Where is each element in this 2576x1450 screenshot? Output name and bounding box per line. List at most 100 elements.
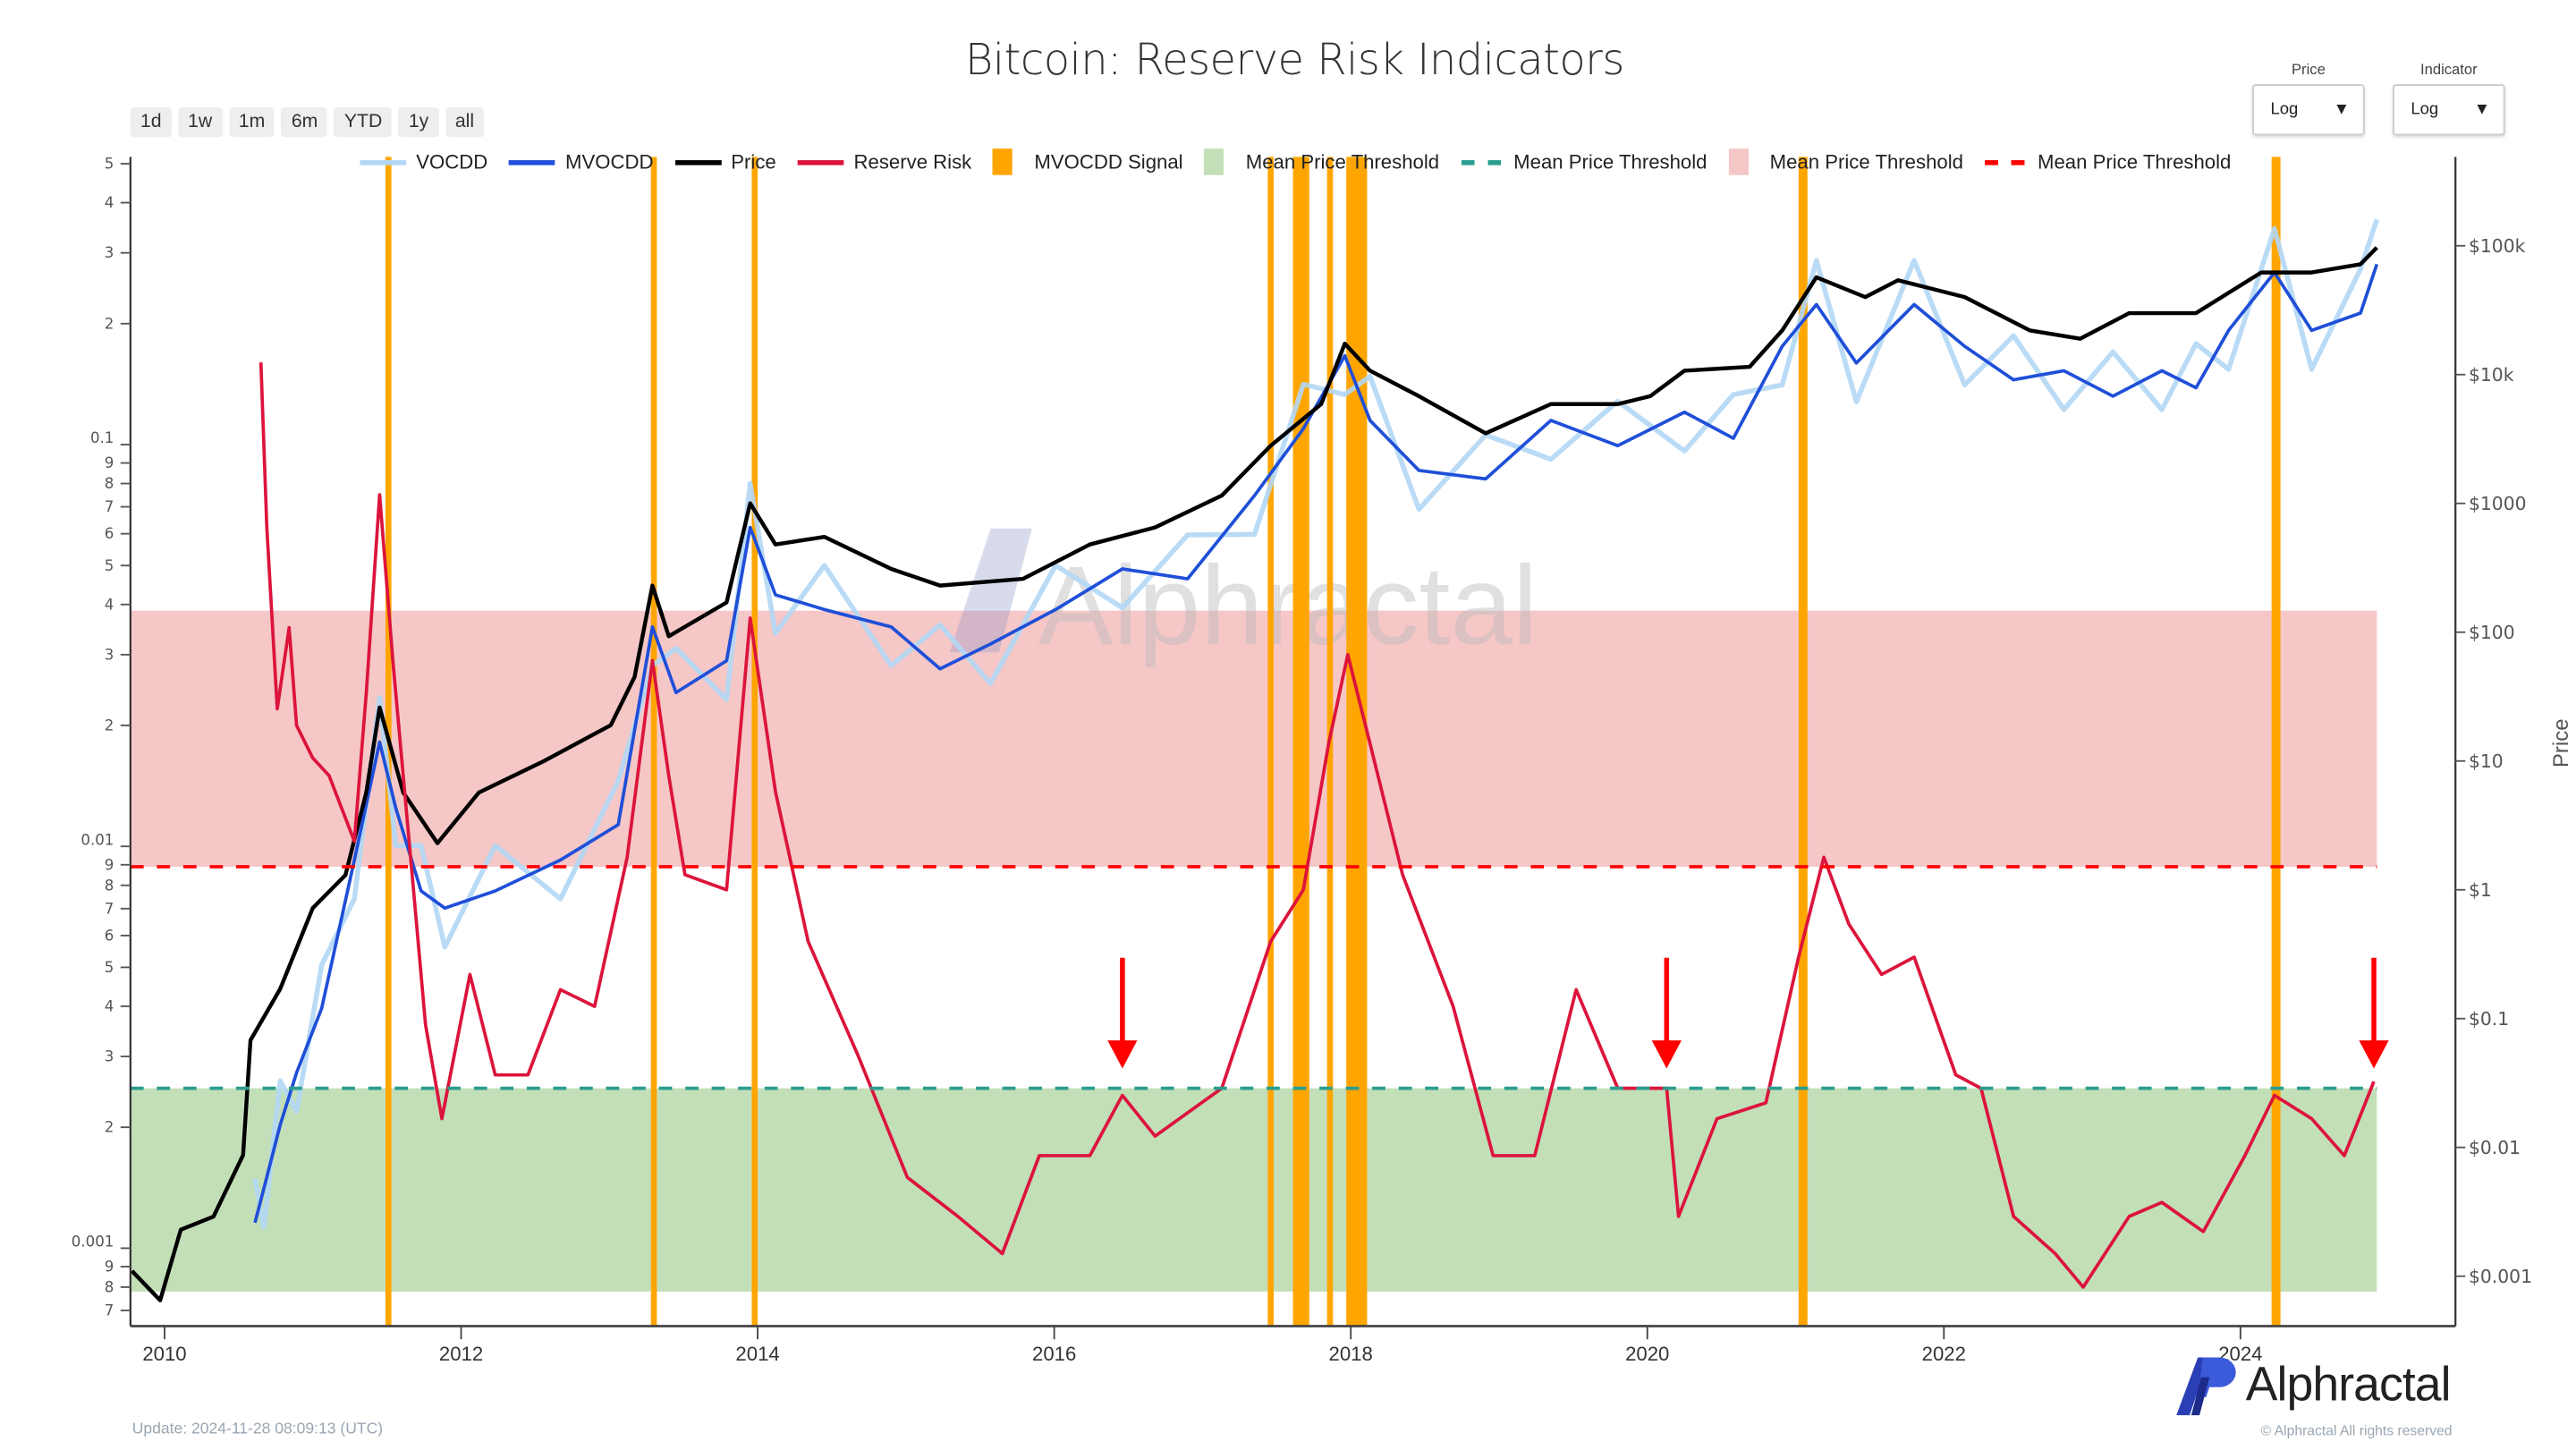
watermark-logo-icon bbox=[949, 528, 1032, 653]
legend-item[interactable]: VOCDD bbox=[360, 150, 487, 174]
legend-line-swatch bbox=[509, 159, 555, 165]
y-right-tick-label: $10k bbox=[2469, 364, 2514, 386]
range-selector: 1d 1w 1m 6m YTD 1y all bbox=[130, 106, 485, 138]
legend-dash-swatch bbox=[1984, 159, 2028, 165]
legend-box-swatch bbox=[1728, 148, 1749, 175]
range-button-ytd[interactable]: YTD bbox=[334, 106, 393, 138]
price-scale-label: Price bbox=[2291, 61, 2326, 78]
price-line bbox=[130, 246, 2378, 1302]
y-left-tick-label: 8 bbox=[105, 475, 114, 492]
range-button-1w[interactable]: 1w bbox=[178, 106, 223, 138]
y-left-tick-label: 2 bbox=[105, 315, 114, 332]
watermark: Alphractal bbox=[1038, 542, 1538, 668]
dropdown-arrow-icon: ▼ bbox=[2333, 100, 2351, 119]
copyright: © Alphractal All rights reserved bbox=[2260, 1421, 2453, 1438]
y-left-tick-label: 5 bbox=[105, 959, 114, 976]
update-timestamp: Update: 2024-11-28 08:09:13 (UTC) bbox=[131, 1420, 384, 1438]
red-threshold-zone bbox=[130, 610, 2377, 867]
y-left-tick-label: 5 bbox=[105, 156, 114, 173]
y-right-tick-label: $100 bbox=[2469, 622, 2515, 643]
legend-item[interactable]: Mean Price Threshold bbox=[1984, 149, 2232, 174]
legend-line-swatch bbox=[797, 159, 844, 165]
y-right-tick-label: $0.01 bbox=[2469, 1137, 2521, 1158]
indicator-scale-label: Indicator bbox=[2419, 61, 2478, 78]
legend-item[interactable]: MVOCDD Signal bbox=[993, 148, 1183, 175]
mvocdd-signal-bar bbox=[2271, 157, 2281, 1327]
legend: VOCDD MVOCDD Price Reserve Risk MVOCDD Signa… bbox=[360, 148, 2252, 175]
y-left-tick-label: 8 bbox=[105, 877, 114, 894]
legend-line-swatch bbox=[360, 159, 407, 165]
arrow-head-icon bbox=[1107, 1040, 1138, 1069]
legend-item[interactable]: Mean Price Threshold bbox=[1728, 148, 1963, 175]
y-left-tick-label: 4 bbox=[105, 194, 114, 211]
legend-label: Price bbox=[731, 149, 776, 174]
legend-dash-swatch bbox=[1461, 159, 1504, 165]
price-scale-select[interactable]: Log ▼ bbox=[2252, 84, 2365, 136]
legend-item[interactable]: Mean Price Threshold bbox=[1461, 150, 1707, 174]
y-left-tick-label: 9 bbox=[105, 856, 114, 873]
mvocdd-line bbox=[253, 263, 2379, 1224]
legend-item[interactable]: Mean Price Threshold bbox=[1204, 148, 1440, 175]
price-scale-control: Price Log ▼ bbox=[2252, 61, 2365, 136]
x-tick-label: 2016 bbox=[1032, 1343, 1076, 1365]
legend-label: Mean Price Threshold bbox=[2038, 149, 2232, 174]
mvocdd-signal-bar bbox=[1346, 157, 1368, 1327]
y-left-tick-label: 3 bbox=[105, 244, 114, 261]
green-threshold-zone bbox=[130, 1088, 2377, 1292]
legend-item[interactable]: MVOCDD bbox=[509, 150, 653, 174]
mvocdd-signal-bar bbox=[650, 157, 657, 1327]
y-right-tick-label: $0.1 bbox=[2469, 1008, 2509, 1030]
legend-box-swatch bbox=[993, 148, 1013, 175]
price-scale-value: Log bbox=[2270, 100, 2299, 119]
y-right-axis-title: Price bbox=[2549, 718, 2573, 767]
dropdown-arrow-icon: ▼ bbox=[2473, 100, 2490, 119]
indicator-scale-value: Log bbox=[2411, 100, 2439, 119]
legend-label: MVOCDD bbox=[565, 149, 654, 174]
reserve-risk-line bbox=[258, 362, 2376, 1289]
indicator-scale-control: Indicator Log ▼ bbox=[2393, 61, 2505, 136]
page-title: Bitcoin: Reserve Risk Indicators bbox=[964, 36, 1624, 86]
mvocdd-signal-bar bbox=[1798, 157, 1808, 1327]
range-button-1d[interactable]: 1d bbox=[130, 106, 172, 138]
legend-label: MVOCDD Signal bbox=[1034, 149, 1183, 174]
legend-label: VOCDD bbox=[416, 149, 488, 174]
x-tick-label: 2018 bbox=[1329, 1343, 1373, 1365]
mvocdd-signal-bar bbox=[1267, 157, 1274, 1327]
legend-label: Mean Price Threshold bbox=[1513, 149, 1707, 174]
y-left-tick-label: 6 bbox=[105, 525, 114, 542]
legend-item[interactable]: Price bbox=[674, 149, 776, 174]
x-tick-label: 2014 bbox=[735, 1343, 779, 1365]
y-left-tick-label: 7 bbox=[105, 900, 114, 917]
legend-item[interactable]: Reserve Risk bbox=[797, 149, 972, 174]
range-button-1y[interactable]: 1y bbox=[398, 106, 439, 138]
mvocdd-signal-bar bbox=[751, 157, 758, 1327]
range-button-6m[interactable]: 6m bbox=[281, 106, 328, 138]
x-tick-label: 2022 bbox=[1922, 1343, 1966, 1365]
y-left-tick-label: 9 bbox=[105, 454, 114, 471]
y-right-tick-label: $1000 bbox=[2469, 493, 2527, 514]
y-right-tick-label: $1 bbox=[2469, 879, 2492, 901]
alphractal-logo-icon bbox=[2176, 1357, 2236, 1416]
x-tick-label: 2020 bbox=[1625, 1343, 1669, 1365]
y-left-tick-label: 4 bbox=[105, 997, 114, 1014]
y-left-tick-label: 4 bbox=[105, 596, 114, 613]
indicator-scale-select[interactable]: Log ▼ bbox=[2393, 84, 2505, 136]
y-left-tick-label: 6 bbox=[105, 927, 114, 944]
legend-line-swatch bbox=[674, 159, 722, 165]
mvocdd-signal-bar bbox=[1292, 157, 1309, 1327]
legend-label: Mean Price Threshold bbox=[1245, 149, 1440, 174]
arrow-head-icon bbox=[1651, 1040, 1682, 1069]
y-left-tick-label: 0.001 bbox=[72, 1234, 114, 1251]
y-left-tick-label: 5 bbox=[105, 557, 114, 574]
y-right-tick-label: $10 bbox=[2469, 750, 2504, 772]
y-left-tick-label: 2 bbox=[105, 1119, 114, 1136]
range-button-1m[interactable]: 1m bbox=[228, 106, 275, 138]
y-right-tick-label: $100k bbox=[2469, 235, 2526, 257]
legend-label: Reserve Risk bbox=[853, 149, 972, 174]
y-left-tick-label: 7 bbox=[105, 498, 114, 515]
y-left-tick-label: 3 bbox=[105, 1048, 114, 1065]
legend-box-swatch bbox=[1204, 148, 1224, 175]
range-button-all[interactable]: all bbox=[445, 106, 485, 138]
y-left-tick-label: 7 bbox=[105, 1302, 114, 1319]
